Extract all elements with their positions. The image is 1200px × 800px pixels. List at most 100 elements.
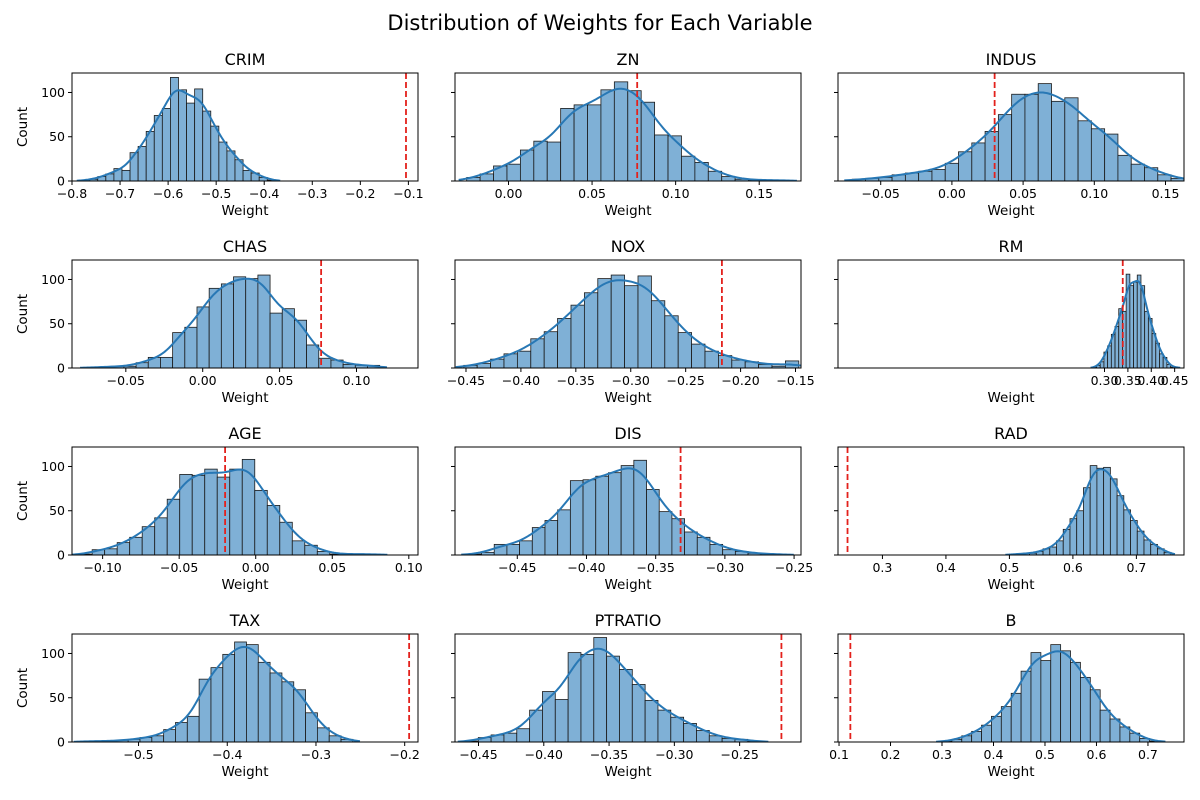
kde-curve <box>458 87 797 181</box>
axes-frame <box>71 72 419 182</box>
x-tick-label: 0.6 <box>1087 747 1107 762</box>
histogram-bar <box>269 312 283 368</box>
plot-area-b <box>849 634 1166 742</box>
histogram-bar <box>1020 670 1032 742</box>
subplot-rm: RM 0.300.350.400.45 Weight <box>834 237 1189 406</box>
histogram-bar <box>1011 93 1026 181</box>
histogram-bar <box>516 350 532 368</box>
x-tick-label: 0.45 <box>1161 373 1189 388</box>
histogram-bar <box>104 548 118 555</box>
plot-area-tax <box>73 634 411 742</box>
histogram-bar <box>722 549 736 555</box>
histogram-bar <box>1157 174 1172 181</box>
y-axis-label: Count <box>15 294 31 334</box>
histogram-bar <box>229 468 243 555</box>
histogram-bar <box>595 475 609 555</box>
histogram-bar <box>1183 179 1184 181</box>
plot-area-ptratio <box>457 634 783 742</box>
histogram-bar <box>560 108 575 181</box>
subplot-zn: ZN 0.00 0.05 0.10 0.15 Weight <box>451 50 802 219</box>
x-tick-label: −0.45 <box>447 373 485 388</box>
y-tick-label: 100 <box>41 646 65 661</box>
histogram-bar <box>637 275 652 368</box>
y-axis-label: Count <box>15 668 31 708</box>
plot-area-zn <box>458 73 797 181</box>
y-tick-label: 0 <box>57 735 65 750</box>
histogram-bar <box>519 540 533 555</box>
subplot-rad: RAD 0.3 0.4 0.5 0.6 0.7 Weight <box>834 424 1185 593</box>
y-tick-label: 100 <box>41 272 65 287</box>
histogram-bar <box>161 108 171 181</box>
subplot-crim: CRIM −0.8 −0.7 −0.6 −0.5 −0.4 −0.3 −0.2 −0.1 Weig… <box>15 50 424 219</box>
histogram-bar <box>1070 661 1081 742</box>
histogram-bar <box>1123 509 1131 555</box>
histogram-bar <box>613 81 629 181</box>
x-tick-label: −0.25 <box>667 373 705 388</box>
x-tick-label: 0.7 <box>1138 747 1158 762</box>
histogram-bar <box>644 699 659 742</box>
histogram-bar <box>1159 353 1164 368</box>
x-tick-label: −0.1 <box>393 186 423 201</box>
histogram-bar <box>606 655 620 742</box>
plot-area-crim <box>76 73 407 181</box>
subplot-title: TAX <box>229 611 260 630</box>
x-axis-label: Weight <box>987 577 1034 593</box>
histogram-bar <box>145 131 155 181</box>
x-tick-label: 0.00 <box>938 186 966 201</box>
histogram-bar <box>1109 478 1118 555</box>
x-tick-label: 0.4 <box>984 747 1004 762</box>
histogram-bar <box>1037 83 1052 181</box>
histogram-bar <box>569 480 584 555</box>
histogram-bar <box>233 276 247 368</box>
x-tick-label: 0.15 <box>1152 186 1180 201</box>
axes-frame <box>837 446 1185 556</box>
axes-frame <box>837 633 1185 743</box>
kde-curve <box>80 277 388 368</box>
axes-frame <box>454 259 802 369</box>
y-tick-label: 50 <box>49 503 65 518</box>
histogram-bar <box>1060 650 1071 742</box>
x-tick-label: −0.05 <box>107 373 145 388</box>
x-tick-label: −0.5 <box>123 747 153 762</box>
subplot-title: PTRATIO <box>595 611 662 630</box>
axes-frame <box>71 259 419 369</box>
y-axis-label: Count <box>15 107 31 147</box>
histogram-bar <box>245 278 259 368</box>
axes-frame <box>837 72 1185 182</box>
histogram-bar <box>257 274 271 368</box>
x-tick-label: −0.10 <box>83 560 121 575</box>
x-tick-label: −0.30 <box>612 373 650 388</box>
x-tick-label: −0.20 <box>721 373 759 388</box>
histogram-bar <box>1096 467 1105 555</box>
histogram-bar <box>731 359 746 368</box>
x-tick-label: 0.6 <box>1063 560 1083 575</box>
kde-curve <box>76 89 281 181</box>
histogram-bar <box>691 343 706 368</box>
histogram-bar <box>1080 676 1091 742</box>
axes-frame <box>454 446 802 556</box>
histogram-bar <box>220 283 234 368</box>
x-axis-label: Weight <box>221 203 268 219</box>
x-tick-label: −0.35 <box>590 747 628 762</box>
histogram-bar <box>516 728 531 742</box>
y-axis-label: Count <box>15 481 31 521</box>
histogram-bar <box>944 162 959 181</box>
x-tick-label: −0.25 <box>720 747 758 762</box>
x-tick-label: 0.7 <box>1126 560 1146 575</box>
plot-area-dis <box>461 447 794 555</box>
histogram-bar <box>600 89 615 181</box>
histogram-bar <box>573 104 588 181</box>
histogram-bar <box>984 131 999 181</box>
histogram-bar <box>1050 644 1062 742</box>
histogram-bar <box>651 300 666 368</box>
histogram-bar <box>184 326 198 368</box>
x-tick-label: −0.40 <box>525 747 563 762</box>
histogram-bar <box>257 661 271 742</box>
histogram-bar <box>677 332 693 368</box>
histogram-bar <box>1000 706 1012 742</box>
x-tick-label: 0.00 <box>189 373 217 388</box>
x-tick-label: −0.45 <box>498 560 536 575</box>
histogram-bar <box>281 681 295 742</box>
histogram-bar <box>218 141 228 181</box>
